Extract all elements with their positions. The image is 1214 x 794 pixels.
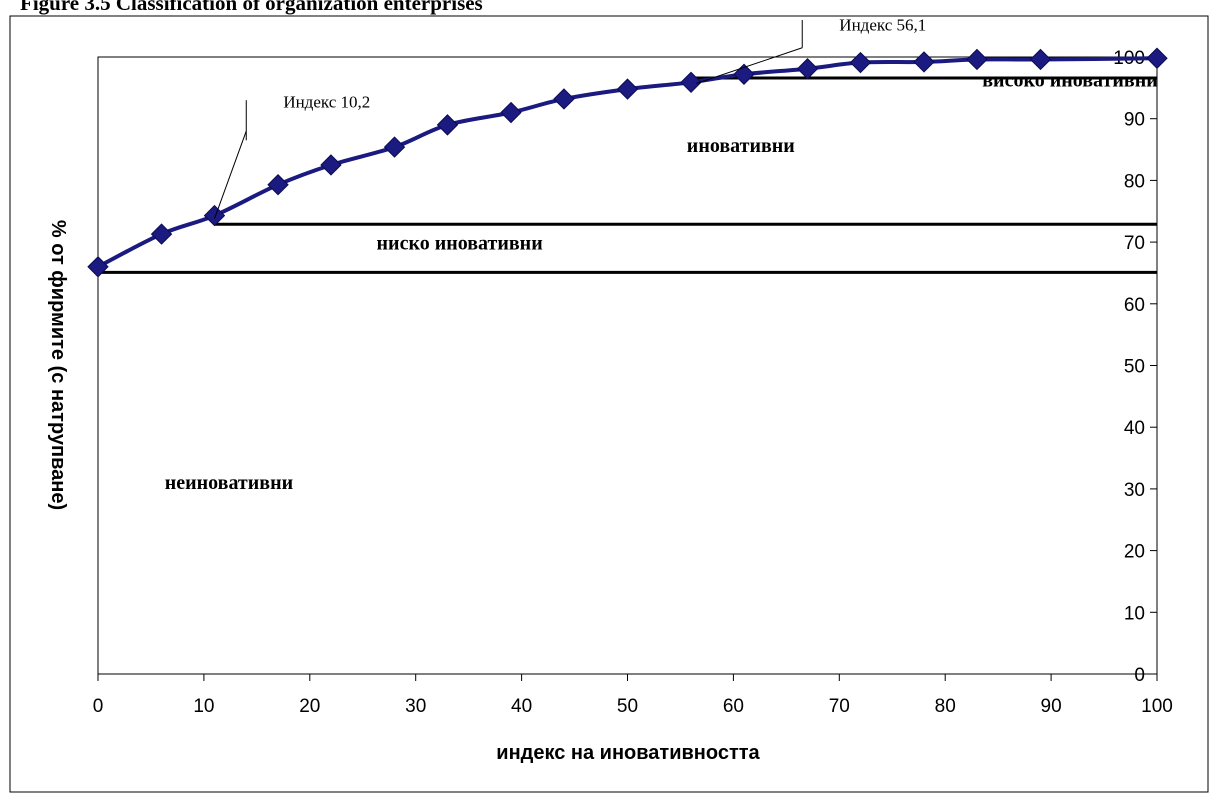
x-tick-label: 90: [1041, 696, 1062, 717]
callout-label: Индекс 56,1: [839, 15, 926, 34]
x-tick-label: 30: [405, 696, 426, 717]
x-tick-label: 70: [829, 696, 850, 717]
zone-label: ниско иновативни: [377, 233, 543, 255]
partial-title: Figure 3.5 Classification of organizatio…: [20, 0, 483, 15]
y-tick-label: 20: [1124, 542, 1145, 563]
x-tick-label: 60: [723, 696, 744, 717]
x-tick-label: 40: [511, 696, 532, 717]
x-tick-label: 10: [193, 696, 214, 717]
zone-label: иновативни: [687, 135, 795, 157]
y-tick-label: 90: [1124, 110, 1145, 131]
y-tick-label: 50: [1124, 357, 1145, 378]
zone-label: високо иновативни: [982, 70, 1158, 92]
x-tick-label: 50: [617, 696, 638, 717]
y-tick-label: 0: [1134, 665, 1145, 686]
y-tick-label: 10: [1124, 603, 1145, 624]
zone-label: неиновативни: [165, 472, 293, 494]
y-tick-label: 80: [1124, 171, 1145, 192]
chart-area-frame: [10, 16, 1208, 792]
y-tick-label: 30: [1124, 480, 1145, 501]
x-tick-label: 80: [935, 696, 956, 717]
y-tick-label: 40: [1124, 418, 1145, 439]
y-tick-label: 60: [1124, 295, 1145, 316]
x-tick-label: 20: [299, 696, 320, 717]
x-tick-label: 100: [1141, 696, 1173, 717]
y-tick-label: 70: [1124, 233, 1145, 254]
y-axis-title: % от фирмите (с натрупване): [47, 220, 69, 510]
x-axis-title: индекс на иновативността: [496, 742, 760, 764]
callout-label: Индекс 10,2: [283, 93, 370, 112]
x-tick-label: 0: [93, 696, 104, 717]
